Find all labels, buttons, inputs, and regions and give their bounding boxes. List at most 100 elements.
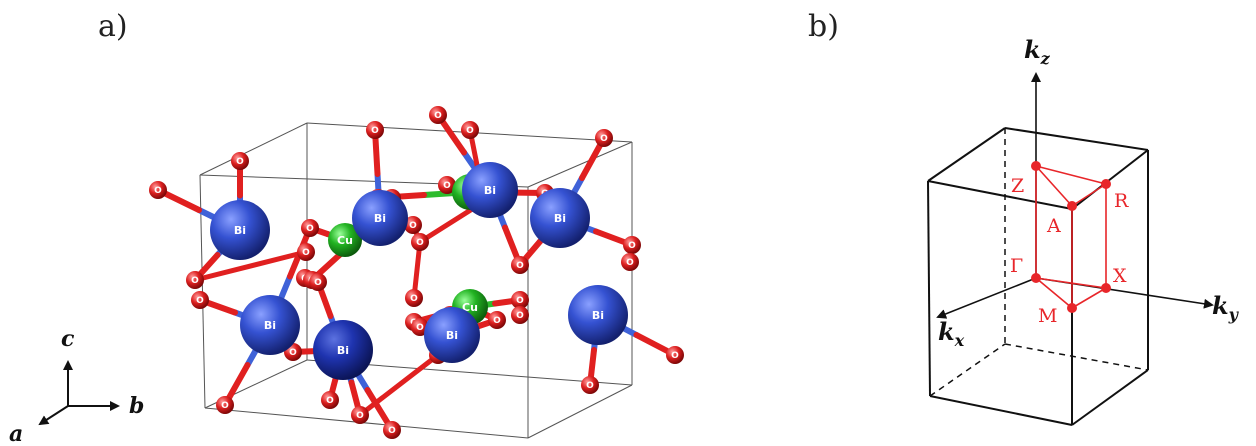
point-a-dot bbox=[1067, 201, 1077, 211]
copper-atom: Cu bbox=[328, 223, 362, 257]
oxygen-atom-label: O bbox=[628, 241, 636, 251]
point-a-label: A bbox=[1046, 215, 1061, 237]
bismuth-atom-label: Bi bbox=[592, 309, 604, 322]
bismuth-atom: Bi bbox=[240, 295, 300, 355]
copper-atom-label: Cu bbox=[462, 301, 478, 314]
oxygen-atom-label: O bbox=[289, 348, 297, 358]
c-axis-label: c bbox=[61, 326, 75, 352]
oxygen-atom: O bbox=[231, 152, 249, 170]
oxygen-atom: O bbox=[351, 406, 369, 424]
oxygen-atom-label: O bbox=[516, 296, 524, 306]
oxygen-atom-label: O bbox=[516, 311, 524, 321]
brillouin-box bbox=[927, 127, 1149, 426]
bismuth-atom: Bi bbox=[424, 307, 480, 363]
oxygen-atom-label: O bbox=[466, 126, 474, 136]
oxygen-atom-label: O bbox=[416, 323, 424, 333]
copper-atom-label: Cu bbox=[337, 234, 353, 247]
kz-axis-label: kz bbox=[1024, 35, 1051, 68]
oxygen-atom-label: O bbox=[434, 111, 442, 121]
oxygen-atom-label: O bbox=[493, 316, 501, 326]
panel-b-label: b) bbox=[808, 9, 839, 44]
bismuth-atom: Bi bbox=[313, 320, 373, 380]
oxygen-atom-label: O bbox=[196, 296, 204, 306]
oxygen-atom: O bbox=[429, 106, 447, 124]
oxygen-atom: O bbox=[511, 306, 529, 324]
bismuth-atom-label: Bi bbox=[484, 184, 496, 197]
point-r-dot bbox=[1101, 179, 1111, 189]
oxygen-atom-label: O bbox=[314, 278, 322, 288]
oxygen-atom-label: O bbox=[326, 396, 334, 406]
bismuth-atom-label: Bi bbox=[446, 329, 458, 342]
point-x-dot bbox=[1101, 283, 1111, 293]
kx-axis-label: kx bbox=[938, 317, 965, 350]
irreducible-wedge bbox=[1035, 165, 1107, 309]
oxygen-atom: O bbox=[297, 243, 315, 261]
panel-a-label: a) bbox=[98, 9, 128, 44]
point-gamma-dot bbox=[1031, 273, 1041, 283]
bismuth-atom: Bi bbox=[210, 200, 270, 260]
oxygen-atom-label: O bbox=[586, 381, 594, 391]
bismuth-atom: Bi bbox=[530, 188, 590, 248]
brillouin-hidden-edges bbox=[929, 128, 1149, 397]
point-m-dot bbox=[1067, 303, 1077, 313]
high-symmetry-points bbox=[1031, 161, 1111, 313]
oxygen-atom: O bbox=[411, 233, 429, 251]
oxygen-atom-label: O bbox=[600, 134, 608, 144]
a-axis-label: a bbox=[9, 421, 23, 446]
point-gamma-label: Γ bbox=[1010, 255, 1023, 277]
atom-layer: OOOOOOOOOOOOOOOOOOOOOOOOOOOOOOOOOOOOOOOC… bbox=[149, 106, 684, 439]
oxygen-atom: O bbox=[309, 273, 327, 291]
bismuth-atom-label: Bi bbox=[374, 212, 386, 225]
oxygen-atom-label: O bbox=[154, 186, 162, 196]
bond bbox=[192, 249, 309, 283]
oxygen-atom-label: O bbox=[191, 276, 199, 286]
bond bbox=[357, 352, 441, 418]
oxygen-atom: O bbox=[511, 256, 529, 274]
oxygen-atom: O bbox=[488, 311, 506, 329]
point-r-label: R bbox=[1114, 190, 1129, 212]
oxygen-atom-label: O bbox=[516, 261, 524, 271]
bismuth-atom: Bi bbox=[352, 190, 408, 246]
oxygen-atom-label: O bbox=[416, 238, 424, 248]
oxygen-atom: O bbox=[404, 216, 422, 234]
oxygen-atom: O bbox=[623, 236, 641, 254]
oxygen-atom-label: O bbox=[626, 258, 634, 268]
oxygen-atom-label: O bbox=[306, 224, 314, 234]
crystal-axes: c b a bbox=[9, 326, 144, 446]
oxygen-atom-label: O bbox=[410, 294, 418, 304]
oxygen-atom: O bbox=[301, 219, 319, 237]
b-axis-label: b bbox=[129, 393, 144, 419]
oxygen-atom: O bbox=[149, 181, 167, 199]
oxygen-atom: O bbox=[321, 391, 339, 409]
oxygen-atom-label: O bbox=[409, 221, 417, 231]
oxygen-atom: O bbox=[581, 376, 599, 394]
bismuth-atom-label: Bi bbox=[234, 224, 246, 237]
oxygen-atom-label: O bbox=[302, 248, 310, 258]
oxygen-atom: O bbox=[366, 121, 384, 139]
oxygen-atom: O bbox=[383, 421, 401, 439]
oxygen-atom-label: O bbox=[371, 126, 379, 136]
kx-axis-arrow bbox=[936, 277, 1037, 319]
bismuth-atom: Bi bbox=[568, 285, 628, 345]
point-z-dot bbox=[1031, 161, 1041, 171]
bismuth-atom-label: Bi bbox=[264, 319, 276, 332]
oxygen-atom: O bbox=[595, 129, 613, 147]
oxygen-atom-label: O bbox=[388, 426, 396, 436]
oxygen-atom-label: O bbox=[443, 181, 451, 191]
bond bbox=[411, 239, 423, 301]
oxygen-atom-label: O bbox=[671, 351, 679, 361]
oxygen-atom: O bbox=[666, 346, 684, 364]
a-axis-arrow bbox=[38, 405, 69, 426]
oxygen-atom: O bbox=[186, 271, 204, 289]
point-z-label: Z bbox=[1011, 175, 1024, 197]
bismuth-atom: Bi bbox=[462, 162, 518, 218]
ky-axis-label: ky bbox=[1212, 291, 1240, 324]
point-m-label: M bbox=[1038, 305, 1057, 327]
oxygen-atom-label: O bbox=[236, 157, 244, 167]
oxygen-atom: O bbox=[511, 291, 529, 309]
oxygen-atom: O bbox=[216, 396, 234, 414]
oxygen-atom: O bbox=[461, 121, 479, 139]
bismuth-atom-label: Bi bbox=[554, 212, 566, 225]
oxygen-atom-label: O bbox=[221, 401, 229, 411]
